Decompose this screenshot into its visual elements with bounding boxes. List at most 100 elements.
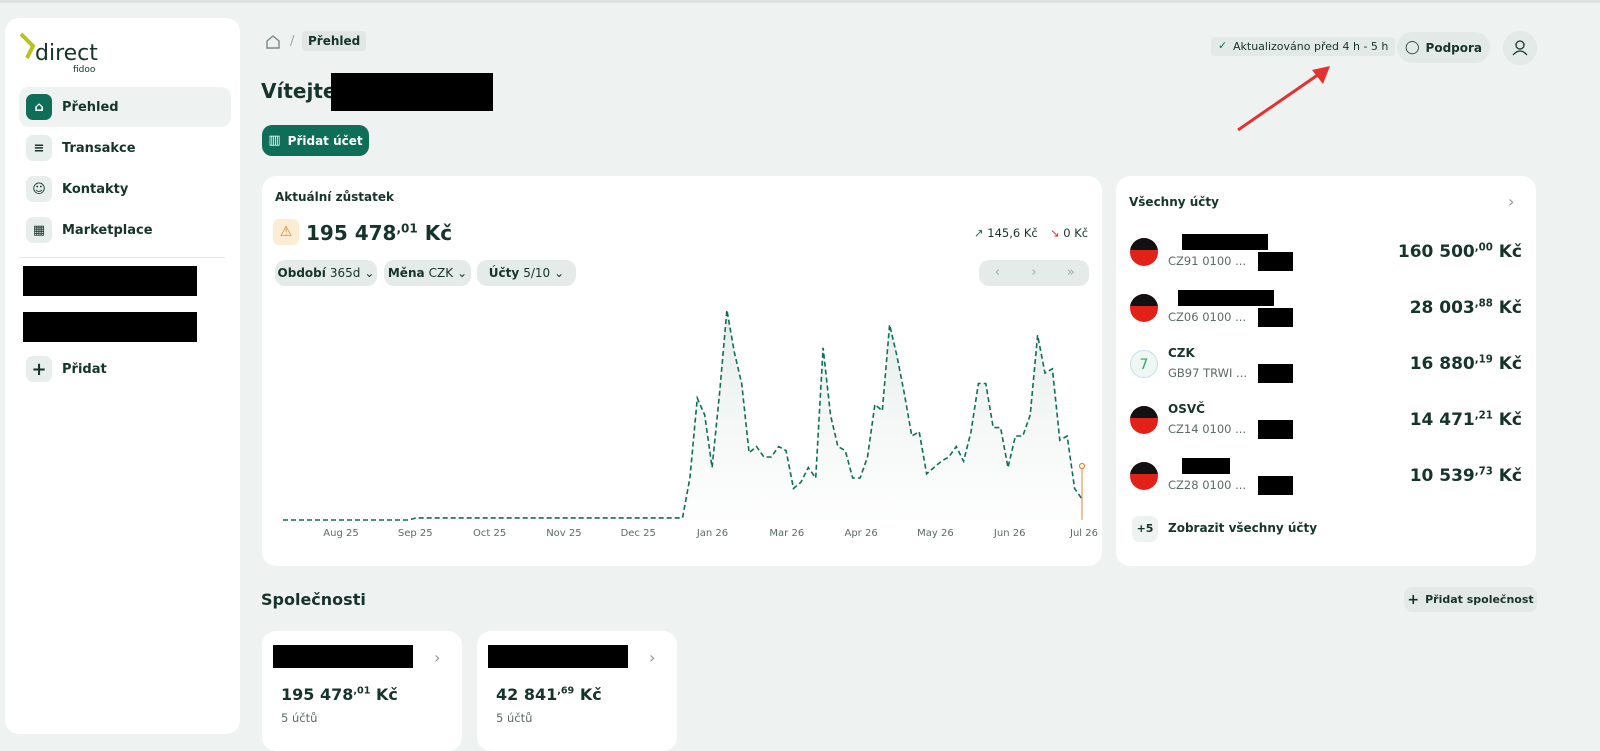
- nav-label: Kontakty: [62, 181, 129, 197]
- area: [283, 310, 1082, 520]
- company-card[interactable]: › 195 478,01 Kč 5 účtů: [262, 631, 462, 751]
- filter-value: 365d: [329, 266, 361, 280]
- update-status: ✓ Aktualizováno před 4 h - 5 h: [1211, 37, 1396, 56]
- account-row[interactable]: OSVČ CZ14 0100 ... 14 471,21 Kč: [1130, 396, 1522, 446]
- iban: CZ28 0100 ...: [1168, 478, 1247, 492]
- filter-value: CZK: [428, 266, 454, 280]
- account-row[interactable]: CZ91 0100 ... 160 500,00 Kč: [1130, 228, 1522, 278]
- amount: 195 478: [306, 221, 397, 245]
- decimals: ,21: [1474, 410, 1493, 422]
- show-all-link[interactable]: Zobrazit všechny účty: [1168, 521, 1318, 535]
- status-text: Aktualizováno před 4 h - 5 h: [1233, 40, 1389, 53]
- end-marker: [1078, 462, 1086, 470]
- account-amount: 14 471,21 Kč: [1410, 410, 1522, 430]
- nav-item[interactable]: ≡ Transakce: [19, 128, 231, 168]
- nav-icon: ☺: [26, 176, 52, 202]
- account-amount: 16 880,19 Kč: [1410, 354, 1522, 374]
- card-title: Aktuální zůstatek: [275, 190, 394, 204]
- logo: direct: [35, 41, 98, 66]
- redacted: [1258, 476, 1293, 495]
- amount: 16 880: [1409, 354, 1475, 374]
- nav-item[interactable]: ⌂ Přehled: [19, 87, 231, 127]
- section-title: Společnosti: [261, 590, 366, 609]
- sidebar: direct fidoo ⌂ Přehled ≡ Transakce ☺ Kontakty…: [5, 18, 240, 734]
- filter[interactable]: Období 365d ⌄: [275, 260, 377, 286]
- divider: [19, 257, 225, 258]
- logo-sub: fidoo: [73, 65, 96, 75]
- welcome: Vítejte,: [261, 79, 345, 103]
- balance-chart: Aug 25 Sep 25 Oct 25 Nov 25 Dec 25 Jan 26 Mar …: [283, 309, 1098, 539]
- iban: CZ06 0100 ...: [1168, 310, 1247, 324]
- support-button[interactable]: ◯ Podpora: [1397, 32, 1490, 63]
- bank-logo: [1130, 294, 1158, 322]
- redacted: [1258, 252, 1293, 271]
- home-icon[interactable]: [264, 33, 282, 51]
- iban: CZ14 0100 ...: [1168, 422, 1247, 436]
- balance-card: Aktuální zůstatek ⚠ 195 478,01 Kč ↗ 145,…: [262, 176, 1102, 566]
- iban: GB97 TRWI ...: [1168, 366, 1248, 380]
- filter-value: 5/10: [523, 266, 551, 280]
- account-amount: 10 539,73 Kč: [1410, 466, 1522, 486]
- last[interactable]: »: [1066, 265, 1075, 280]
- filter-label: Účty: [488, 266, 520, 280]
- filter-caret: ⌄: [554, 266, 565, 280]
- decimals: ,01: [396, 221, 418, 236]
- bank-logo: [1130, 462, 1158, 490]
- amount: 28 003: [1409, 298, 1475, 318]
- more-count: +5: [1132, 516, 1158, 542]
- redacted: [1182, 234, 1268, 250]
- x-tick-label: Mar 26: [769, 528, 804, 539]
- company-card[interactable]: › 42 841,69 Kč 5 účtů: [477, 631, 677, 751]
- breadcrumb[interactable]: Přehled: [302, 31, 367, 51]
- chevron[interactable]: ›: [1508, 192, 1515, 211]
- account-amount: 160 500,00 Kč: [1398, 242, 1522, 262]
- warning-icon: ⚠: [273, 219, 299, 245]
- prev[interactable]: ‹: [994, 265, 1000, 280]
- redacted: [1178, 290, 1274, 306]
- currency: Kč: [375, 685, 398, 704]
- decimals: ,88: [1474, 298, 1493, 310]
- filter-label: Období: [277, 266, 326, 280]
- amount: 10 539: [1409, 466, 1475, 486]
- expense: ↘ 0 Kč: [1050, 226, 1089, 240]
- account-row[interactable]: 7 CZK GB97 TRWI ... 16 880,19 Kč: [1130, 340, 1522, 390]
- filter[interactable]: Účty 5/10 ⌄: [477, 260, 576, 286]
- filter-caret: ⌄: [457, 266, 468, 280]
- account-row[interactable]: CZ28 0100 ... 10 539,73 Kč: [1130, 452, 1522, 502]
- currency: Kč: [1498, 242, 1522, 262]
- decimals: ,69: [557, 685, 575, 697]
- chevron: ›: [649, 648, 656, 667]
- bank-logo: [1130, 238, 1158, 266]
- x-tick-label: Jul 26: [1069, 528, 1098, 539]
- annotation-arrow: [1237, 66, 1330, 132]
- x-tick-label: Dec 25: [621, 528, 656, 539]
- add-account-button[interactable]: ▥ Přidat účet: [262, 125, 369, 156]
- redacted: [488, 645, 628, 668]
- redacted: [1258, 308, 1293, 327]
- decimals: ,00: [1474, 242, 1493, 254]
- logo-mark: [19, 32, 36, 59]
- support-label: Podpora: [1425, 40, 1483, 55]
- add-company-button[interactable]: + Přidat společnost: [1404, 587, 1537, 612]
- nav-label: Přehled: [62, 99, 119, 115]
- add-company-nav[interactable]: + Přidat: [19, 349, 231, 389]
- currency: Kč: [1498, 298, 1522, 318]
- account-count: 5 účtů: [496, 711, 533, 725]
- company-amount: 42 841,69 Kč: [496, 685, 602, 704]
- next[interactable]: ›: [1031, 265, 1037, 280]
- filter[interactable]: Měna CZK ⌄: [384, 260, 471, 286]
- amount: 160 500: [1397, 242, 1475, 262]
- balance-amount: 195 478,01 Kč: [306, 221, 452, 245]
- x-tick-label: Jun 26: [993, 528, 1026, 539]
- decimals: ,19: [1474, 354, 1493, 366]
- currency: Kč: [1498, 466, 1522, 486]
- card-title: Všechny účty: [1129, 195, 1219, 209]
- profile-button[interactable]: [1503, 31, 1537, 65]
- nav-item[interactable]: ▦ Marketplace: [19, 210, 231, 250]
- account-row[interactable]: CZ06 0100 ... 28 003,88 Kč: [1130, 284, 1522, 334]
- income-value: 145,6 Kč: [987, 226, 1038, 240]
- account-count: 5 účtů: [281, 711, 318, 725]
- nav-item[interactable]: ☺ Kontakty: [19, 169, 231, 209]
- redacted: [1258, 420, 1293, 439]
- x-tick-label: Aug 25: [323, 528, 358, 539]
